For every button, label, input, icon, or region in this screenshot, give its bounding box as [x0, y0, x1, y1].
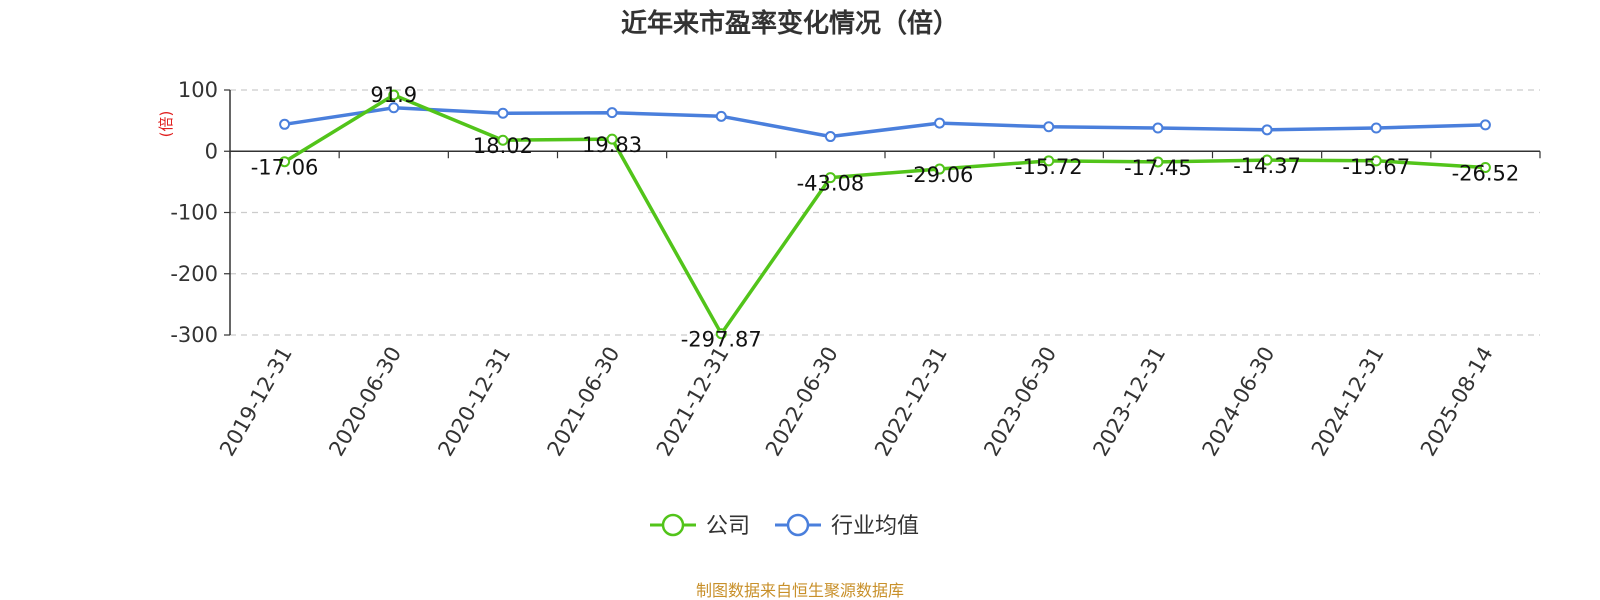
data-point: [388, 102, 400, 114]
data-point: [715, 328, 727, 340]
data-label: -297.87: [681, 328, 762, 352]
x-tick-label: 2023-06-30: [979, 343, 1061, 461]
data-point: [1370, 155, 1382, 167]
x-tick-labels: 2019-12-31 2020-06-30 2020-12-31 2021-06-30…: [215, 342, 1498, 460]
legend-label: 行业均值: [831, 514, 919, 539]
data-point: [1479, 119, 1491, 131]
data-point: [1043, 155, 1055, 167]
y-tick-labels: 100 0 -100 -200 -300: [170, 78, 218, 347]
y-tick-label: 0: [205, 139, 218, 163]
x-tick-label: 2025-08-14: [1416, 343, 1498, 461]
legend-label: 公司: [706, 514, 750, 539]
y-tick-label: -300: [170, 323, 218, 347]
x-tick-label: 2021-12-31: [652, 343, 734, 461]
data-point: [497, 107, 509, 119]
x-tick-label: 2024-12-31: [1307, 343, 1389, 461]
x-tick-label: 2020-06-30: [324, 343, 406, 461]
data-point: [1261, 154, 1273, 166]
x-tick-label: 2023-12-31: [1088, 343, 1170, 461]
x-tick-label: 2022-06-30: [761, 343, 843, 461]
y-tick-label: -100: [170, 201, 218, 225]
data-point: [824, 131, 836, 143]
data-point: [1261, 124, 1273, 136]
data-points: [279, 89, 1491, 340]
data-point: [715, 110, 727, 122]
x-tick-label: 2024-06-30: [1198, 343, 1280, 461]
data-point: [1479, 161, 1491, 173]
chart-title: 近年来市盈率变化情况（倍）: [621, 8, 959, 39]
data-label: -26.52: [1452, 161, 1520, 185]
legend: 公司 行业均值: [650, 513, 919, 539]
data-point: [606, 107, 618, 119]
data-point: [279, 118, 291, 130]
data-label: -14.37: [1233, 154, 1301, 178]
data-label: 91.9: [370, 83, 417, 107]
series-line-0: [283, 93, 1486, 336]
data-point: [934, 163, 946, 175]
legend-marker-circle: [786, 513, 810, 537]
source-note: 制图数据来自恒生聚源数据库: [696, 581, 904, 600]
data-point: [1043, 121, 1055, 133]
axes: [224, 89, 1541, 336]
series-line-1: [284, 106, 1486, 139]
data-label: -15.72: [1015, 155, 1083, 179]
data-label: -15.67: [1342, 155, 1410, 179]
grid-lines: [230, 89, 1540, 336]
series-lines: [283, 93, 1486, 336]
x-tick-label: 2019-12-31: [215, 343, 297, 461]
x-tick-label: 2021-06-30: [543, 343, 625, 461]
data-point: [824, 172, 836, 184]
data-point: [1370, 122, 1382, 134]
data-point: [497, 134, 509, 146]
y-tick-label: 100: [178, 78, 218, 102]
y-tick-label: -200: [170, 262, 218, 286]
x-tick-label: 2022-12-31: [870, 342, 952, 460]
data-label: 18.02: [473, 134, 533, 158]
data-label: 19.83: [582, 133, 642, 157]
x-tick-label: 2020-12-31: [433, 342, 515, 460]
data-labels: -17.06 91.9 18.02 19.83 -297.87 -43.08 -29.06 -…: [251, 83, 1520, 352]
data-label: -17.06: [251, 156, 319, 180]
data-point: [279, 156, 291, 168]
data-point: [1152, 156, 1164, 168]
data-label: -43.08: [797, 172, 865, 196]
y-axis-label: (倍): [157, 111, 175, 138]
data-label: -29.06: [906, 163, 974, 187]
data-point: [388, 89, 400, 101]
data-point: [606, 133, 618, 145]
data-label: -17.45: [1124, 156, 1192, 180]
data-point: [934, 117, 946, 129]
legend-marker-circle: [661, 513, 685, 537]
data-point: [1152, 122, 1164, 134]
